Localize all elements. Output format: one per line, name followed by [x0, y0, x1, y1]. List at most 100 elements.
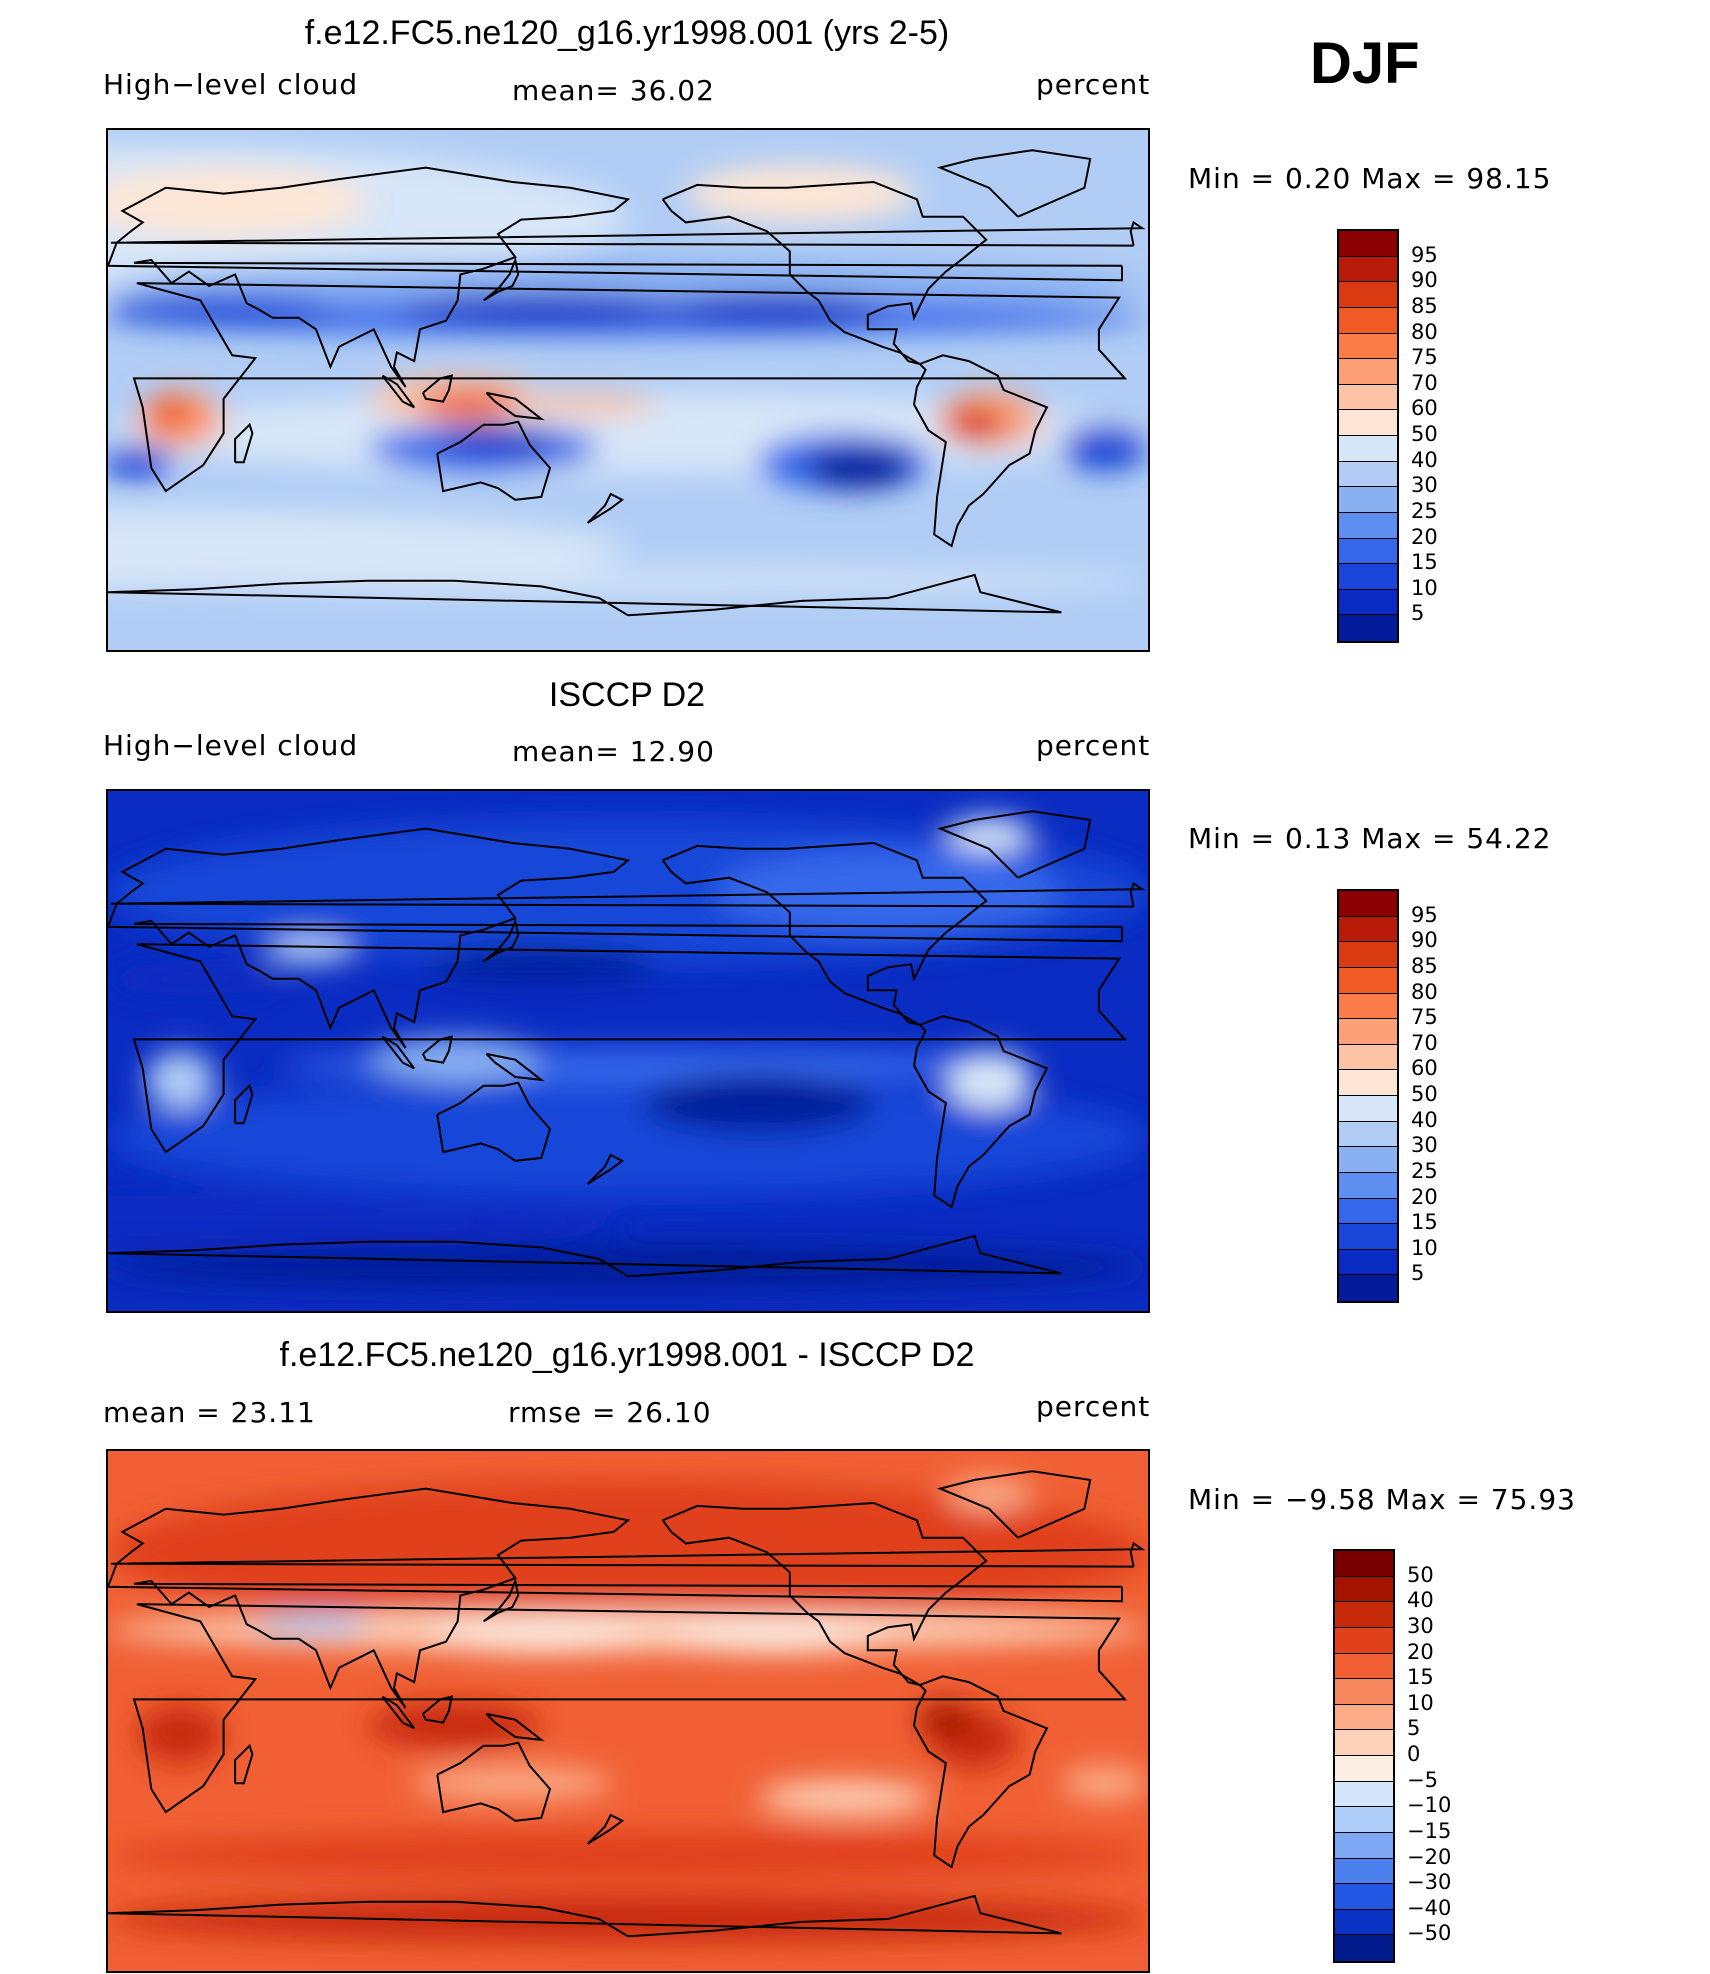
- colorbar-tick-label: 15: [1411, 550, 1438, 575]
- coastline: [912, 1015, 1049, 1209]
- colorbar-tick-label: 15: [1411, 1210, 1438, 1235]
- colorbar-swatch: [1339, 307, 1397, 334]
- panel-3-units: percent: [1036, 1390, 1151, 1423]
- coastline: [586, 1813, 625, 1845]
- colorbar-swatch: [1339, 256, 1397, 283]
- colorbar-tick-label: 75: [1411, 1005, 1438, 1030]
- coastline: [132, 943, 1128, 1154]
- colorbar-tick-label: 60: [1411, 1056, 1438, 1081]
- colorbar-swatch: [1335, 1602, 1393, 1628]
- panel-2-title: ISCCP D2: [548, 676, 706, 714]
- coastline: [436, 1081, 552, 1162]
- coastline: [108, 1234, 1062, 1278]
- colorbar-tick-label: 10: [1411, 575, 1438, 600]
- coastline: [381, 374, 416, 409]
- coastline: [912, 354, 1049, 548]
- panel-2-mean: mean= 12.90: [512, 735, 715, 768]
- coastline: [110, 881, 1146, 908]
- colorbar-swatch: [1339, 564, 1397, 590]
- colorbar-swatch: [1335, 1627, 1393, 1654]
- colorbar-tick-label: −15: [1407, 1818, 1452, 1843]
- coastline: [234, 1083, 254, 1125]
- colorbar-swatch: [1335, 1730, 1393, 1756]
- map-field-region: [656, 1624, 889, 1654]
- colorbar-swatch: [1339, 1249, 1397, 1276]
- map-field-region: [148, 395, 195, 431]
- colorbar-swatch: [1335, 1756, 1393, 1782]
- panel-3-title: f.e12.FC5.ne120_g16.yr1998.001 - ISCCP D…: [279, 1336, 975, 1374]
- colorbar-swatch: [1339, 967, 1397, 994]
- colorbar-tick-label: 90: [1411, 928, 1438, 953]
- panel-1-units: percent: [1036, 68, 1151, 101]
- colorbar-tick-label: 40: [1411, 447, 1438, 472]
- coastline: [936, 1470, 1092, 1539]
- colorbar-swatch: [1335, 1935, 1393, 1961]
- colorbar-swatch: [1339, 1198, 1397, 1225]
- colorbar-tick-label: 0: [1407, 1742, 1421, 1766]
- colorbar-swatch: [1339, 1224, 1397, 1250]
- map-field-region: [945, 817, 1033, 852]
- colorbar-swatch: [1339, 384, 1397, 411]
- colorbar-tick-label: −20: [1407, 1844, 1452, 1869]
- coastline: [912, 1675, 1049, 1869]
- colorbar-tick-label: 95: [1411, 242, 1438, 267]
- map-field-region: [266, 935, 354, 965]
- coastline: [661, 180, 988, 365]
- coastline: [110, 220, 1146, 247]
- panel-3-rmse: rmse = 26.10: [508, 1396, 712, 1429]
- coastline: [108, 1894, 1062, 1938]
- panel-2-minmax: Min = 0.13 Max = 54.22: [1188, 822, 1552, 855]
- coastline: [108, 827, 1123, 1049]
- colorbar-tick-label: 80: [1411, 319, 1438, 344]
- map-field-region: [440, 424, 556, 454]
- map-field-region: [108, 1195, 628, 1254]
- colorbar-swatch: [1339, 1147, 1397, 1173]
- panel-2-variable-label: High−level cloud: [103, 729, 359, 762]
- colorbar-tick-label: 50: [1411, 1082, 1438, 1106]
- coastline: [422, 374, 454, 403]
- map-field-region: [108, 1244, 1148, 1291]
- colorbar-tick-label: 30: [1407, 1613, 1434, 1638]
- colorbar-swatch: [1339, 282, 1397, 308]
- coastline: [108, 166, 1123, 388]
- colorbar-tick-label: 25: [1411, 498, 1438, 523]
- map-field-region: [108, 1832, 1148, 1879]
- coastline: [661, 841, 988, 1026]
- coastline: [234, 422, 254, 464]
- coastline: [108, 1487, 1123, 1709]
- map-field-region: [411, 1765, 614, 1801]
- colorbar-tick-label: 70: [1411, 370, 1438, 395]
- map-field-region: [945, 1051, 1033, 1109]
- coastline: [132, 1603, 1128, 1814]
- colorbar-tick-label: 50: [1407, 1562, 1434, 1587]
- map-field-region: [685, 164, 917, 223]
- colorbar-swatch: [1335, 1832, 1393, 1859]
- map-field-region: [368, 1036, 542, 1083]
- map-field-region: [108, 961, 282, 997]
- panel-3-minmax: Min = −9.58 Max = 75.93: [1188, 1483, 1576, 1516]
- colorbar-tick-label: 20: [1411, 524, 1438, 549]
- colorbar-tick-label: 90: [1411, 268, 1438, 293]
- map-field-region: [916, 1702, 975, 1737]
- colorbar-swatch: [1339, 993, 1397, 1020]
- colorbar-swatch: [1339, 1096, 1397, 1122]
- map-field-region: [396, 294, 686, 324]
- colorbar-tick-label: 20: [1407, 1639, 1434, 1664]
- colorbar-tick-label: 40: [1411, 1107, 1438, 1132]
- colorbar-swatch: [1339, 1121, 1397, 1148]
- map-field-region: [145, 1051, 215, 1109]
- coastline: [381, 1035, 416, 1070]
- colorbar-tick-label: 10: [1407, 1690, 1434, 1715]
- map-field-region: [642, 1074, 874, 1132]
- panel-3-mean: mean = 23.11: [103, 1396, 316, 1429]
- colorbar-tick-label: 10: [1411, 1235, 1438, 1260]
- panel-3-colorbar: [1333, 1549, 1395, 1963]
- map-field-region: [758, 1780, 932, 1815]
- colorbar-swatch: [1339, 1172, 1397, 1199]
- coastline: [422, 1035, 454, 1064]
- colorbar-tick-label: 80: [1411, 979, 1438, 1004]
- colorbar-tick-label: 30: [1411, 1133, 1438, 1158]
- map-field-region: [108, 508, 628, 590]
- colorbar-tick-label: −30: [1407, 1870, 1452, 1895]
- colorbar-swatch: [1335, 1858, 1393, 1885]
